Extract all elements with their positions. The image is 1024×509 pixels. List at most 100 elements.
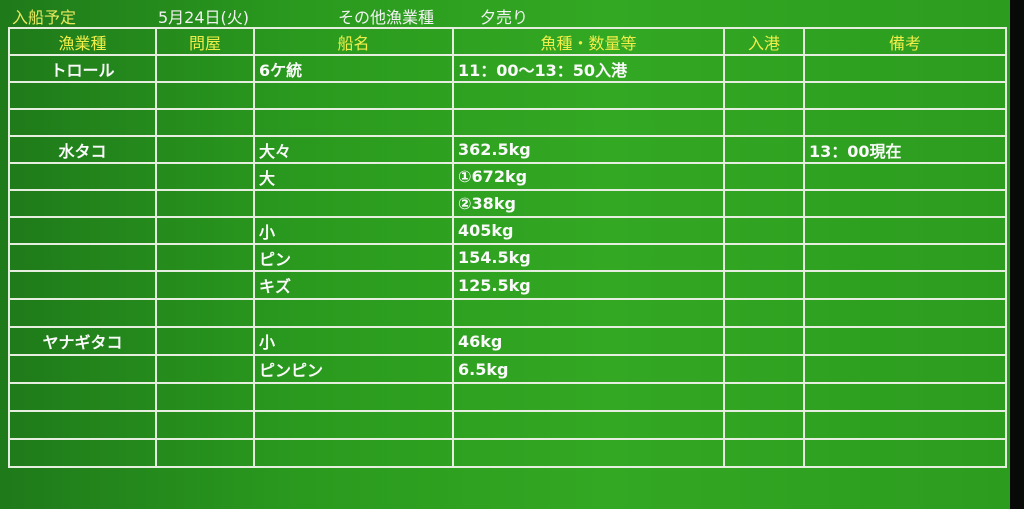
title-bar: 入船予定 5月24日(火) その他漁業種 夕売り bbox=[0, 0, 1010, 27]
table-cell bbox=[803, 410, 1007, 440]
column-header: 入港 bbox=[723, 27, 805, 56]
table-row: 大 ①672kg bbox=[8, 162, 1007, 191]
table-cell bbox=[723, 382, 805, 412]
table-row: 水タコ 大々 362.5kg 13：00現在 bbox=[8, 135, 1007, 164]
table-cell: 46kg bbox=[452, 326, 725, 356]
screen-bezel bbox=[1010, 0, 1024, 509]
table-cell bbox=[8, 438, 157, 468]
table-cell bbox=[155, 189, 255, 218]
table-cell bbox=[253, 108, 454, 137]
session: 夕売り bbox=[480, 8, 529, 27]
table-cell bbox=[8, 162, 157, 191]
table-cell bbox=[155, 135, 255, 164]
table-cell: 13：00現在 bbox=[803, 135, 1007, 164]
table-cell bbox=[253, 382, 454, 412]
table-row: トロール 6ケ統 11：00～13：50入港 bbox=[8, 54, 1007, 83]
table-cell bbox=[8, 354, 157, 384]
table-cell bbox=[803, 108, 1007, 137]
table-row: ピンピン 6.5kg bbox=[8, 354, 1007, 384]
table-cell bbox=[8, 243, 157, 272]
table-cell bbox=[803, 438, 1007, 468]
table-cell bbox=[155, 81, 255, 110]
date: 5月24日(火) bbox=[158, 8, 250, 27]
table-cell bbox=[803, 216, 1007, 245]
table-cell: キズ bbox=[253, 270, 454, 300]
table-cell bbox=[723, 326, 805, 356]
table-cell bbox=[803, 54, 1007, 83]
table-cell bbox=[155, 410, 255, 440]
table-cell: ピン bbox=[253, 243, 454, 272]
column-header: 漁業種 bbox=[8, 27, 157, 56]
table-cell bbox=[8, 382, 157, 412]
table-cell bbox=[723, 162, 805, 191]
table-cell bbox=[253, 410, 454, 440]
table-cell: 小 bbox=[253, 216, 454, 245]
table-cell bbox=[452, 108, 725, 137]
table-cell bbox=[155, 438, 255, 468]
table-cell bbox=[723, 438, 805, 468]
table-cell bbox=[803, 81, 1007, 110]
table-cell bbox=[8, 270, 157, 300]
board-title: 入船予定 bbox=[12, 8, 77, 27]
table-cell bbox=[8, 108, 157, 137]
table-cell bbox=[8, 410, 157, 440]
table-row bbox=[8, 410, 1007, 440]
table-cell: ②38kg bbox=[452, 189, 725, 218]
column-header: 備考 bbox=[803, 27, 1007, 56]
table-cell bbox=[253, 189, 454, 218]
table-cell bbox=[452, 298, 725, 328]
table-cell: 6ケ統 bbox=[253, 54, 454, 83]
table-cell: 154.5kg bbox=[452, 243, 725, 272]
table-cell bbox=[253, 298, 454, 328]
table-row bbox=[8, 382, 1007, 412]
table-cell bbox=[8, 298, 157, 328]
table-row bbox=[8, 298, 1007, 328]
table-cell bbox=[723, 410, 805, 440]
column-header: 船名 bbox=[253, 27, 454, 56]
table-cell: 水タコ bbox=[8, 135, 157, 164]
table-cell bbox=[155, 54, 255, 83]
table-cell: 362.5kg bbox=[452, 135, 725, 164]
table-cell bbox=[723, 54, 805, 83]
table-cell: 小 bbox=[253, 326, 454, 356]
table-cell bbox=[253, 438, 454, 468]
table-cell bbox=[155, 326, 255, 356]
table-cell: 6.5kg bbox=[452, 354, 725, 384]
table-cell bbox=[155, 108, 255, 137]
table-cell: 405kg bbox=[452, 216, 725, 245]
category: その他漁業種 bbox=[338, 8, 435, 27]
table-cell bbox=[803, 326, 1007, 356]
table-cell bbox=[803, 270, 1007, 300]
table-cell bbox=[723, 108, 805, 137]
table-cell bbox=[8, 189, 157, 218]
table-row bbox=[8, 81, 1007, 110]
table-cell bbox=[803, 189, 1007, 218]
table-cell bbox=[253, 81, 454, 110]
table-cell bbox=[452, 382, 725, 412]
table-cell bbox=[723, 270, 805, 300]
table-cell bbox=[155, 298, 255, 328]
table-cell bbox=[155, 162, 255, 191]
table-row bbox=[8, 108, 1007, 137]
table-cell bbox=[8, 81, 157, 110]
table-row: ②38kg bbox=[8, 189, 1007, 218]
table-cell: 大 bbox=[253, 162, 454, 191]
table-cell bbox=[803, 162, 1007, 191]
table-cell: 11：00～13：50入港 bbox=[452, 54, 725, 83]
table-cell bbox=[723, 189, 805, 218]
column-header: 魚種・数量等 bbox=[452, 27, 725, 56]
table-row: 小 405kg bbox=[8, 216, 1007, 245]
table-cell bbox=[155, 216, 255, 245]
table-cell bbox=[8, 216, 157, 245]
table-cell bbox=[155, 243, 255, 272]
table-cell bbox=[452, 438, 725, 468]
table-cell bbox=[452, 81, 725, 110]
table-cell bbox=[155, 354, 255, 384]
table-cell bbox=[723, 298, 805, 328]
table-cell bbox=[803, 298, 1007, 328]
table-row: キズ 125.5kg bbox=[8, 270, 1007, 300]
table-cell: トロール bbox=[8, 54, 157, 83]
table-cell bbox=[723, 81, 805, 110]
table-cell: ピンピン bbox=[253, 354, 454, 384]
